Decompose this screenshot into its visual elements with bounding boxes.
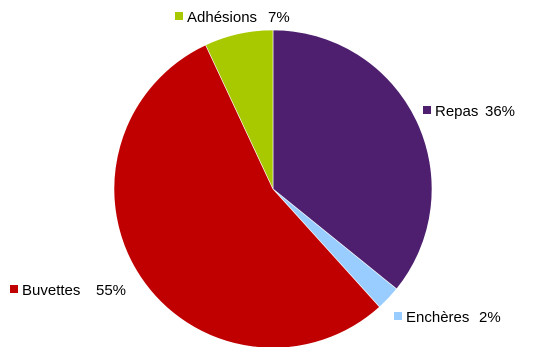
label-repas-value: 36% [485,103,515,120]
label-encheres-name: Enchères [406,309,469,326]
label-buvettes: Buvettes 55% [10,282,126,299]
label-repas: Repas 36% [423,103,515,120]
label-buvettes-value: 55% [96,282,126,299]
label-adhesions-name: Adhésions [187,9,257,26]
pie-slices [113,29,433,347]
label-adhesions-value: 7% [268,9,290,26]
pie-slice-adhesions [205,29,274,190]
legend-swatch-buvettes [10,285,18,293]
pie-slice-buvettes [113,44,381,347]
legend-swatch-encheres [394,312,402,320]
pie-labels: Adhésions 7% Repas 36% Enchères 2% Buvet… [10,9,515,326]
legend-swatch-repas [423,106,431,114]
legend-swatch-adhesions [175,12,183,20]
label-encheres: Enchères 2% [394,309,501,326]
label-buvettes-name: Buvettes [22,282,80,299]
label-repas-name: Repas [435,103,478,120]
label-adhesions: Adhésions 7% [175,9,290,26]
pie-slice-repas [272,29,433,290]
label-encheres-value: 2% [479,309,501,326]
